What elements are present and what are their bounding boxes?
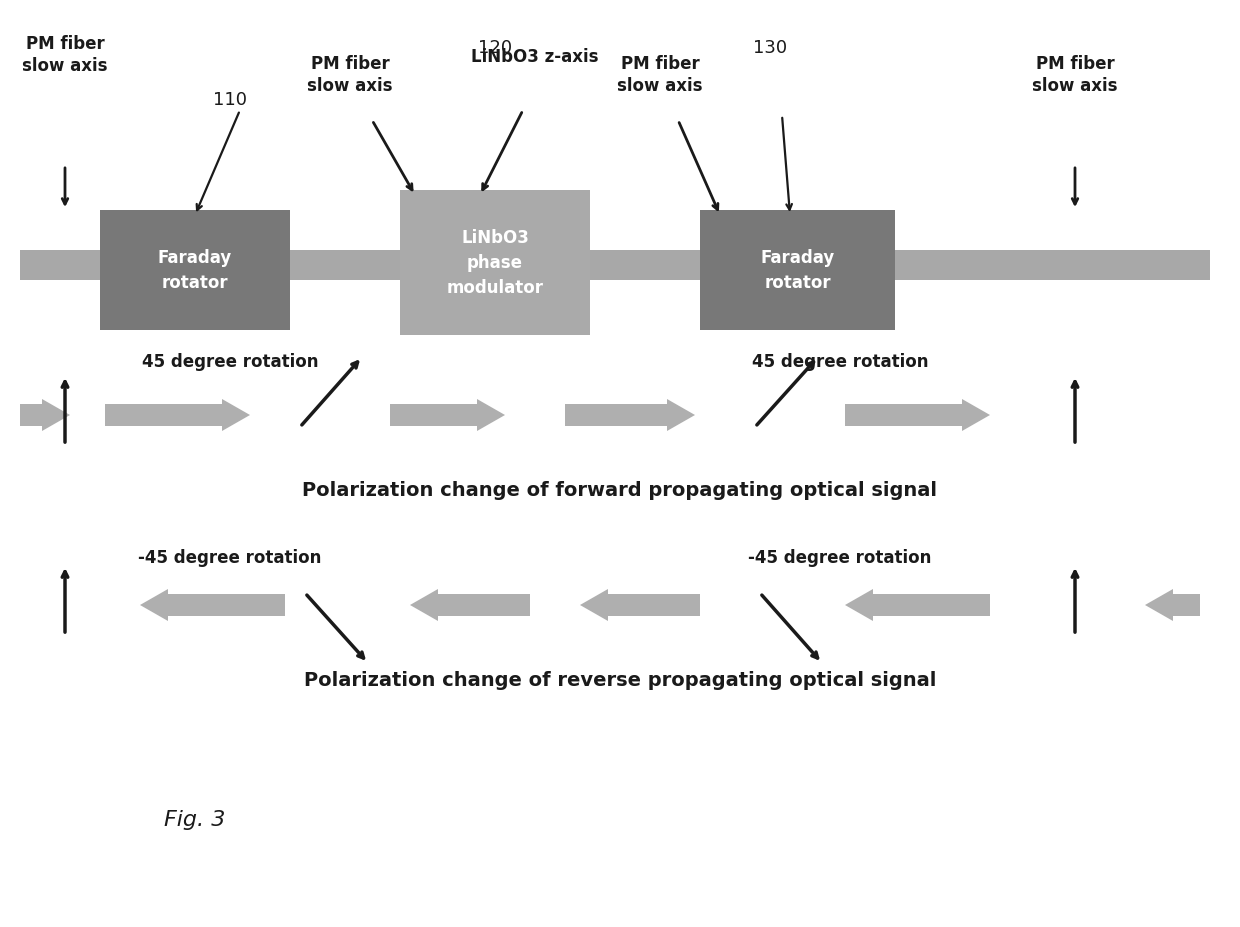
Bar: [895, 250, 1210, 280]
FancyArrow shape: [105, 399, 250, 431]
FancyArrow shape: [140, 589, 285, 621]
Text: 130: 130: [753, 39, 787, 57]
Text: 110: 110: [213, 91, 247, 109]
Text: Polarization change of reverse propagating optical signal: Polarization change of reverse propagati…: [304, 670, 936, 690]
Text: Polarization change of forward propagating optical signal: Polarization change of forward propagati…: [303, 480, 937, 500]
FancyArrow shape: [565, 399, 694, 431]
Bar: [20, 250, 100, 280]
Text: 45 degree rotation: 45 degree rotation: [141, 353, 319, 371]
FancyArrow shape: [20, 399, 69, 431]
Bar: [290, 250, 401, 280]
FancyArrow shape: [844, 399, 990, 431]
Text: PM fiber
slow axis: PM fiber slow axis: [618, 55, 703, 95]
Bar: [701, 210, 895, 330]
FancyArrow shape: [580, 589, 701, 621]
Text: 120: 120: [477, 39, 512, 57]
FancyArrow shape: [391, 399, 505, 431]
FancyArrow shape: [844, 589, 990, 621]
Bar: [100, 210, 290, 330]
Text: LiNbO3 z-axis: LiNbO3 z-axis: [471, 48, 599, 66]
FancyArrow shape: [410, 589, 529, 621]
Text: -45 degree rotation: -45 degree rotation: [139, 549, 321, 567]
Text: Faraday
rotator: Faraday rotator: [760, 248, 835, 291]
Text: PM fiber
slow axis: PM fiber slow axis: [22, 35, 108, 75]
Text: Fig. 3: Fig. 3: [165, 810, 226, 830]
Bar: [590, 250, 701, 280]
Text: PM fiber
slow axis: PM fiber slow axis: [308, 55, 393, 95]
Bar: [401, 190, 590, 335]
Text: 45 degree rotation: 45 degree rotation: [751, 353, 929, 371]
Text: -45 degree rotation: -45 degree rotation: [748, 549, 931, 567]
Text: Faraday
rotator: Faraday rotator: [157, 248, 232, 291]
FancyArrow shape: [1145, 589, 1200, 621]
Text: LiNbO3
phase
modulator: LiNbO3 phase modulator: [446, 228, 543, 297]
Text: PM fiber
slow axis: PM fiber slow axis: [1032, 55, 1117, 95]
